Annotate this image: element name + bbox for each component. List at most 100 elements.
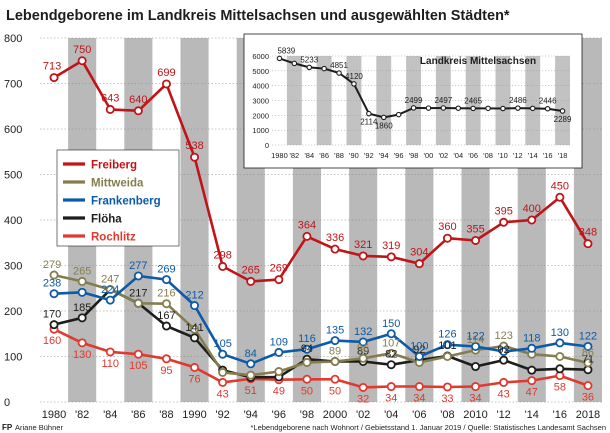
inset-data-label: 2497 (434, 96, 452, 105)
data-label: 277 (129, 260, 147, 272)
inset-data-point (336, 70, 342, 76)
data-point (583, 358, 593, 368)
series-line-Frankenberg (53, 274, 589, 366)
data-label: 360 (438, 221, 456, 233)
inset-data-point (306, 64, 312, 71)
legend: Freiberg Mittweida Frankenberg Flöha Rochlit… (56, 149, 180, 247)
inset-x-tick-label: '82 (289, 151, 299, 160)
inset-data-label: 4851 (330, 61, 348, 70)
inset-data-point (291, 60, 298, 67)
inset-y-tick-label: 6000 (252, 52, 269, 61)
inset-x-tick-label: '10 (498, 151, 508, 160)
data-point (218, 367, 228, 377)
inset-x-tick-label: '92 (364, 151, 374, 160)
data-label: 94 (301, 343, 313, 355)
inset-x-tick-label: '04 (453, 151, 463, 160)
x-axis-ticks: 1980 '82 '84 '86 '88 1990 '92 '94 '96 '98 2000 '02 '… (42, 409, 600, 421)
data-point (330, 244, 340, 254)
footer: FP Ariane Bühner *Lebendgeborene nach Wo… (2, 423, 606, 432)
data-point (330, 374, 340, 384)
data-label: 82 (385, 349, 397, 361)
data-label: 32 (357, 393, 369, 405)
inset-x-tick-label: '84 (304, 151, 314, 160)
inset-data-point (544, 105, 551, 112)
data-point (386, 382, 396, 392)
legend-label: Rochlitz (91, 232, 136, 244)
data-point (161, 321, 171, 331)
data-point (218, 349, 228, 359)
data-label: 122 (579, 330, 597, 342)
inset-data-point (425, 105, 432, 111)
data-label: 132 (354, 326, 372, 338)
data-point (499, 217, 509, 227)
data-point (161, 354, 171, 364)
data-label: 100 (410, 341, 428, 353)
inset-x-tick-label: '14 (528, 151, 538, 160)
data-label: 126 (438, 329, 456, 341)
data-label: 304 (410, 247, 428, 259)
x-tick-label: '92 (215, 409, 229, 421)
x-tick-label: '02 (356, 409, 370, 421)
x-tick-label: '14 (525, 409, 539, 421)
x-tick-label: '82 (75, 409, 89, 421)
data-label: 49 (273, 386, 285, 398)
data-label: 224 (101, 284, 119, 296)
data-label: 538 (185, 140, 203, 152)
data-point (190, 333, 200, 343)
data-point (246, 370, 256, 380)
data-label: 750 (73, 44, 91, 56)
inset-data-label: 1860 (375, 121, 393, 130)
series-line-Flöha (53, 288, 589, 379)
data-label: 105 (129, 360, 147, 372)
data-point (77, 287, 87, 297)
data-label: 135 (326, 325, 344, 337)
y-tick-label: 800 (4, 33, 22, 45)
data-label: 50 (329, 385, 341, 397)
data-label: 43 (498, 388, 510, 400)
data-label: 58 (554, 382, 566, 394)
x-tick-label: '88 (159, 409, 173, 421)
x-tick-label: 2000 (323, 409, 347, 421)
main-series-points (49, 56, 593, 392)
x-tick-label: '98 (300, 409, 314, 421)
data-point (302, 344, 312, 354)
data-label: 43 (217, 388, 229, 400)
inset-data-point (321, 65, 327, 72)
data-point (527, 343, 537, 353)
data-label: 279 (43, 259, 61, 271)
x-tick-label: '12 (496, 409, 510, 421)
data-label: 47 (526, 387, 538, 399)
y-tick-label: 700 (4, 79, 22, 91)
data-label: 185 (73, 302, 91, 314)
data-label: 269 (270, 263, 288, 275)
data-label: 76 (188, 373, 200, 385)
data-label: 51 (245, 385, 257, 397)
data-point (358, 251, 368, 261)
inset-y-tick-label: 0 (265, 141, 269, 150)
data-label: 643 (101, 92, 119, 104)
data-label: 89 (357, 346, 369, 358)
data-point (527, 215, 537, 225)
data-point (386, 329, 396, 339)
inset-data-label: 5839 (277, 46, 295, 55)
inset-x-tick-label: '94 (379, 151, 389, 160)
data-point (302, 231, 312, 241)
data-label: 123 (494, 330, 512, 342)
footer-logo: FP (2, 423, 13, 432)
data-point (105, 104, 115, 114)
inset-x-tick-label: '08 (483, 151, 493, 160)
data-point (358, 337, 368, 347)
data-point (386, 252, 396, 262)
data-point (471, 362, 481, 372)
inset-x-tick-label: '18 (558, 151, 568, 160)
data-point (414, 259, 424, 269)
data-label: 34 (469, 393, 481, 405)
data-point (77, 56, 87, 66)
inset-data-label: 2465 (464, 96, 482, 105)
inset-data-point (366, 110, 372, 117)
x-tick-label: 1990 (182, 409, 206, 421)
data-label: 713 (43, 61, 61, 73)
data-point (161, 79, 171, 89)
x-tick-label: '06 (412, 409, 426, 421)
data-point (583, 239, 593, 249)
